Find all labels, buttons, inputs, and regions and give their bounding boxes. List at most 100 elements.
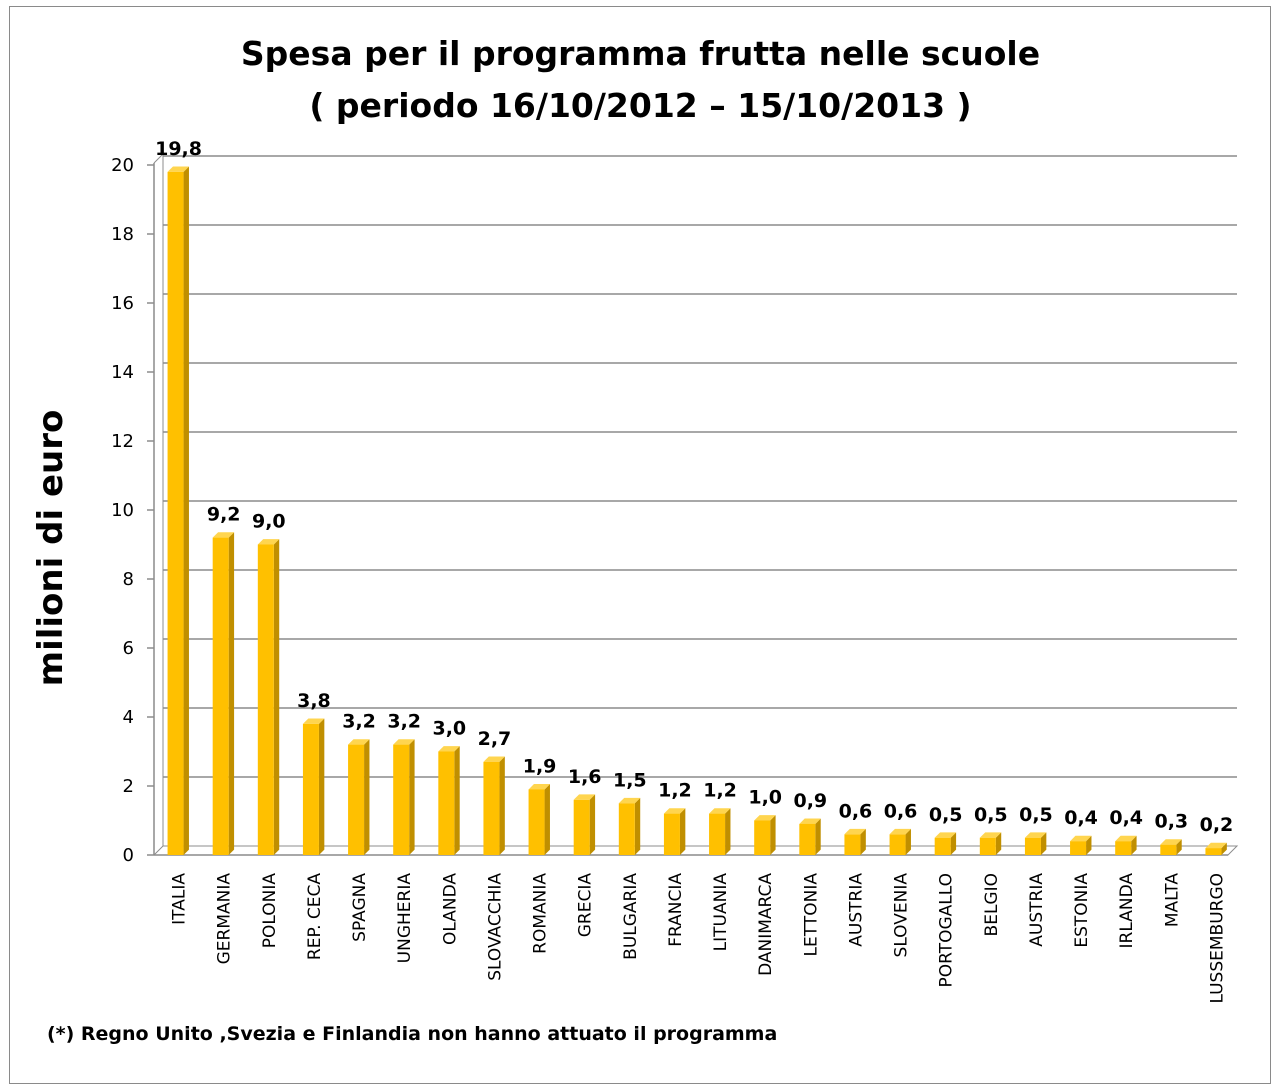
bar [844,834,861,855]
bar-top [934,832,957,838]
bar-top [257,539,280,545]
data-label: 2,7 [478,728,512,750]
bar-top [348,739,370,745]
y-tick-label: 12 [111,431,134,452]
y-tick-label: 14 [111,362,134,383]
x-tick-label: SLOVENIA [892,873,912,958]
bar-top [663,808,686,814]
bar-top [573,794,596,800]
bar-top [1205,842,1227,849]
data-label: 0,5 [1019,804,1053,826]
bar-side [1221,842,1227,855]
bar-side [679,808,686,855]
bar-top [483,756,505,762]
bar-side [589,794,596,855]
bar-side [770,815,776,855]
data-label: 0,4 [1064,807,1098,829]
bar [302,723,319,855]
x-tick-label: GERMANIA [215,873,235,965]
bar [528,789,545,855]
data-label: 0,5 [974,804,1008,826]
x-tick-label: SLOVACCHIA [485,873,505,981]
bar [754,820,771,855]
x-tick-label: PORTOGALLO [937,873,957,988]
footnote: (*) Regno Unito ,Svezia e Finlandia non … [47,1023,778,1045]
bar [348,744,365,855]
data-label: 0,3 [1154,811,1188,833]
y-tick-label: 6 [123,638,134,659]
data-label: 19,8 [155,138,202,160]
bar-side [364,739,370,855]
bar-top [167,166,189,172]
x-tick-label: OLANDA [440,873,460,945]
bar-side [1176,839,1182,855]
bar [438,751,455,855]
bar [1205,848,1222,855]
bar [663,813,680,855]
bar-side [544,784,550,855]
bar-top [1024,832,1047,838]
x-tick-label: MALTA [1162,873,1182,927]
bar [1070,841,1087,855]
bar-top [979,832,1002,838]
x-tick-label: SPAGNA [350,873,370,942]
data-label: 9,2 [207,504,241,526]
bar [483,761,500,855]
x-tick-label: IRLANDA [1117,873,1137,949]
chart-title: Spesa per il programma frutta nelle scuo… [240,34,1041,73]
data-label: 3,0 [432,718,466,740]
bar [799,823,816,855]
y-tick-label: 16 [111,293,134,314]
y-tick-label: 2 [123,776,134,797]
bar [1115,841,1132,855]
bar-side [725,808,731,855]
bar-top [393,739,415,745]
y-tick-label: 18 [111,224,134,245]
y-tick-label: 4 [123,707,134,728]
bar-side [273,539,280,855]
bar-top [889,828,911,835]
x-tick-label: LUSSEMBURGO [1207,873,1227,1004]
bar-side [995,832,1002,855]
bar [167,171,184,855]
data-label: 1,2 [703,780,737,802]
data-label: 0,9 [793,790,827,812]
x-tick-label: ESTONIA [1072,873,1092,948]
data-label: 3,8 [297,690,331,712]
x-tick-label: FRANCIA [666,873,686,947]
bar [212,537,229,855]
x-tick-label: BELGIO [982,873,1002,936]
bar-top [844,828,866,835]
data-label: 3,2 [387,711,421,733]
bar-side [1040,832,1047,855]
bar [709,813,726,855]
bar [889,834,906,855]
x-tick-label: UNGHERIA [395,873,415,964]
y-tick-label: 0 [123,845,134,866]
data-label: 0,6 [884,800,918,822]
bar-side [318,718,325,855]
bar-side [815,818,821,855]
bar-side [860,828,866,855]
bar-top [709,808,731,814]
bar-side [1131,835,1137,855]
bar-side [1086,835,1092,855]
y-tick-label: 20 [111,155,134,176]
y-tick-label: 10 [111,500,134,521]
bar-side [634,797,641,855]
bar [934,837,951,855]
data-label: 1,6 [568,766,602,788]
x-tick-label: POLONIA [260,873,280,949]
x-tick-label: REP. CECA [305,873,325,960]
bar-side [454,746,460,855]
chart-subtitle: ( periodo 16/10/2012 – 15/10/2013 ) [309,86,972,125]
bar-top [438,746,460,752]
bar-top [528,784,550,790]
bar-top [1160,839,1182,845]
bar-top [799,818,821,824]
data-label: 0,5 [929,804,963,826]
bar [257,544,274,855]
bar [573,799,590,855]
y-axis-top [153,153,164,164]
data-label: 0,2 [1200,814,1234,836]
